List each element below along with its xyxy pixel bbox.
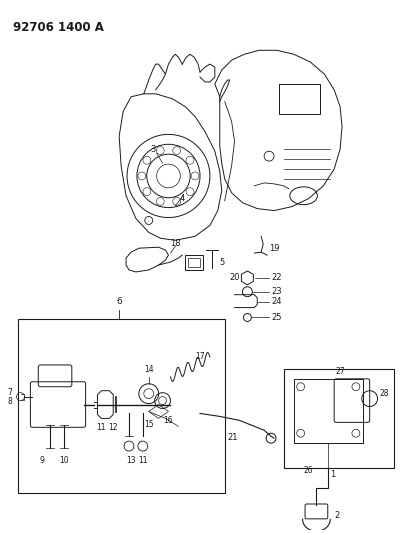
Text: 12: 12: [109, 423, 118, 432]
Text: 1: 1: [330, 470, 335, 479]
Bar: [279, 84, 320, 114]
Bar: [185, 255, 203, 270]
Text: 6: 6: [116, 296, 122, 305]
Text: 9: 9: [40, 456, 45, 465]
Text: 14: 14: [144, 365, 153, 374]
Text: 92706 1400 A: 92706 1400 A: [13, 21, 104, 34]
Text: 11: 11: [138, 456, 147, 465]
Text: 25: 25: [271, 313, 281, 322]
Text: 18: 18: [170, 239, 181, 248]
Text: 5: 5: [220, 257, 225, 266]
Text: 21: 21: [228, 433, 238, 442]
Text: 24: 24: [271, 297, 281, 306]
Bar: [284, 369, 394, 468]
Text: 7: 7: [8, 388, 13, 397]
Bar: [17, 319, 225, 492]
Text: 15: 15: [144, 421, 153, 430]
Bar: [188, 258, 200, 267]
Text: 22: 22: [271, 273, 281, 282]
Text: 10: 10: [59, 456, 69, 465]
Text: 28: 28: [379, 389, 389, 398]
Text: 20: 20: [229, 273, 239, 282]
Bar: [294, 379, 363, 443]
Text: 13: 13: [126, 456, 136, 465]
Text: 11: 11: [97, 423, 106, 432]
Text: 27: 27: [335, 367, 345, 376]
Text: 23: 23: [271, 287, 281, 296]
Text: 26: 26: [304, 466, 313, 475]
Text: 2: 2: [334, 511, 339, 520]
Text: 19: 19: [269, 244, 279, 253]
Text: 4: 4: [180, 194, 185, 203]
Text: 17: 17: [195, 352, 205, 361]
Text: 16: 16: [164, 416, 173, 425]
Text: 3: 3: [150, 145, 156, 154]
Text: 8: 8: [8, 397, 13, 406]
